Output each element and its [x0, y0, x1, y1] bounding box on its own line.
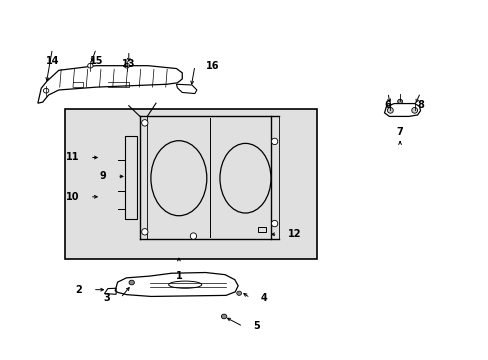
- Text: 11: 11: [65, 153, 79, 162]
- Text: 4: 4: [261, 293, 267, 303]
- Ellipse shape: [386, 108, 392, 113]
- Text: 12: 12: [287, 229, 301, 239]
- Text: 16: 16: [205, 61, 219, 71]
- Ellipse shape: [124, 63, 129, 68]
- Text: 1: 1: [175, 271, 182, 281]
- Text: 7: 7: [396, 127, 403, 137]
- Text: 5: 5: [253, 321, 260, 332]
- Text: 2: 2: [75, 285, 82, 295]
- Ellipse shape: [43, 88, 49, 93]
- Ellipse shape: [236, 291, 241, 296]
- Ellipse shape: [87, 63, 93, 68]
- Text: 14: 14: [45, 57, 59, 66]
- Text: 6: 6: [384, 100, 390, 110]
- Ellipse shape: [190, 233, 196, 239]
- Text: 10: 10: [65, 192, 79, 202]
- Ellipse shape: [271, 138, 277, 145]
- Ellipse shape: [142, 120, 148, 126]
- Ellipse shape: [271, 220, 277, 227]
- FancyBboxPatch shape: [64, 109, 317, 258]
- Text: 9: 9: [100, 171, 106, 181]
- Text: 15: 15: [89, 57, 103, 66]
- Ellipse shape: [129, 280, 134, 285]
- Ellipse shape: [397, 99, 402, 104]
- Text: 13: 13: [122, 59, 135, 68]
- Text: 3: 3: [103, 293, 110, 303]
- Ellipse shape: [142, 229, 148, 235]
- Ellipse shape: [411, 108, 417, 113]
- Ellipse shape: [221, 314, 226, 319]
- Text: 8: 8: [416, 100, 423, 110]
